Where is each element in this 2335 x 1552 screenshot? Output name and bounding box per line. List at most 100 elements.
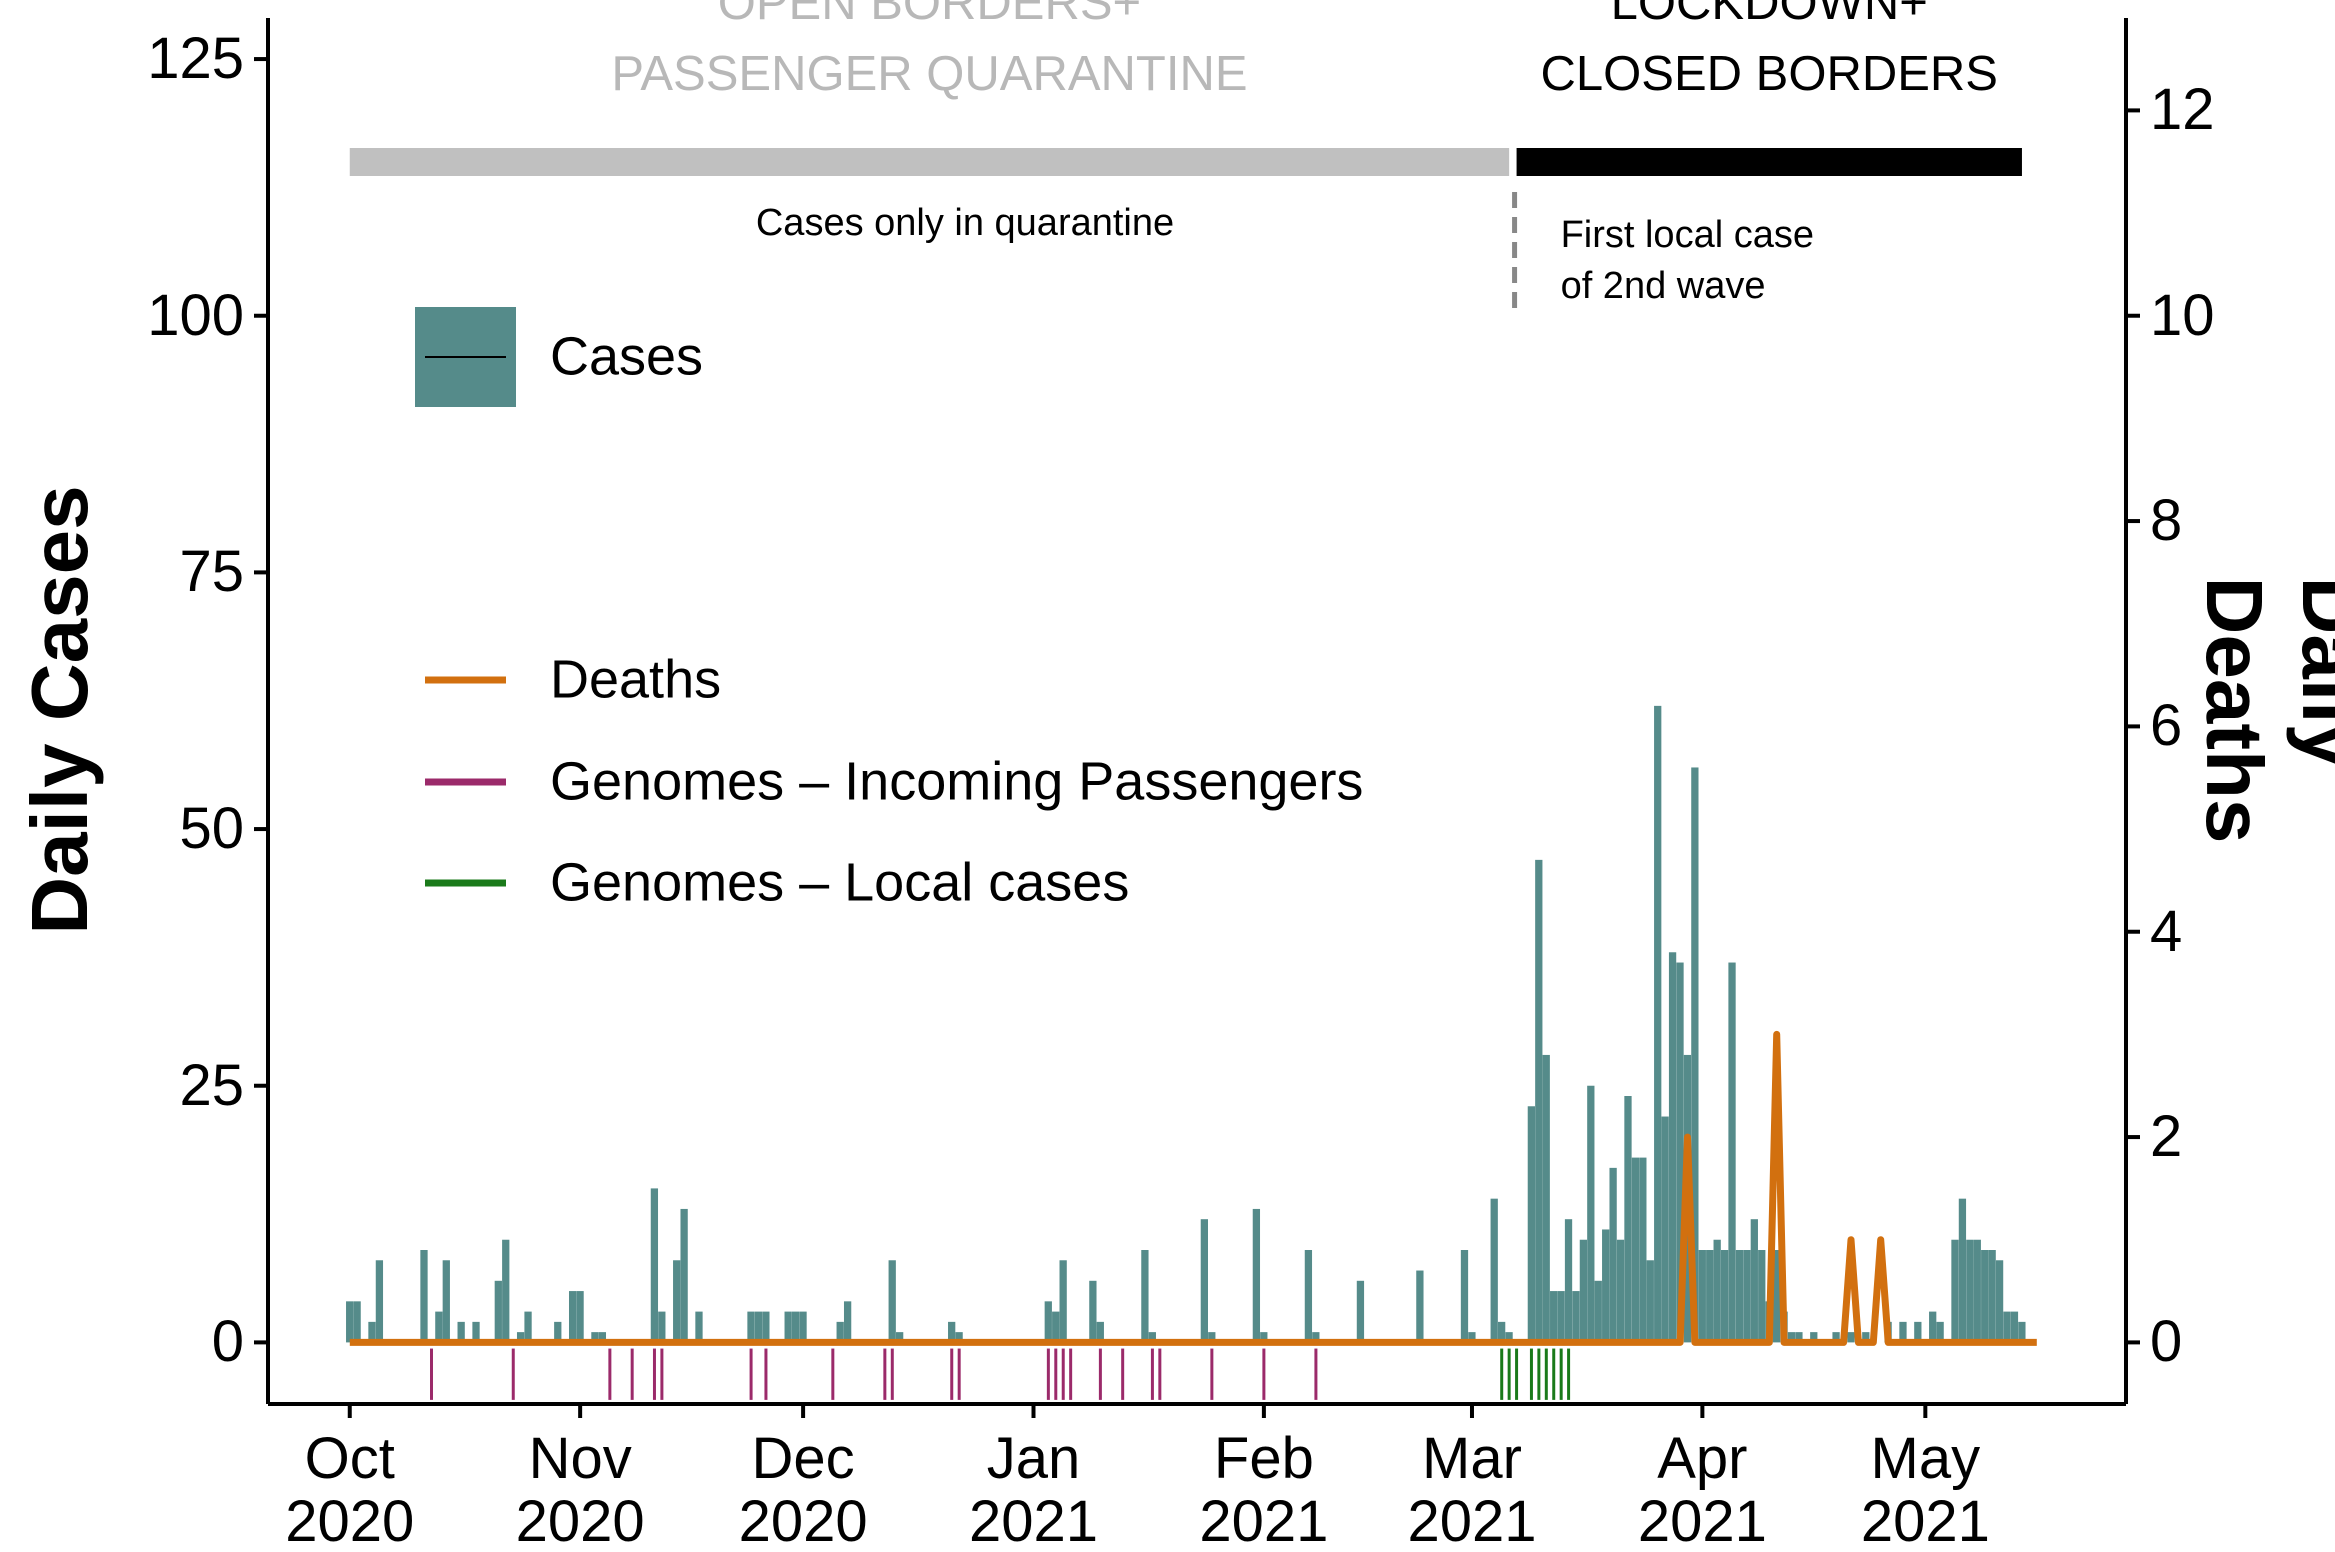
bar [1720,1250,1729,1343]
bar [1356,1280,1365,1343]
bar [888,1260,896,1343]
bar [791,1311,800,1343]
bar [1059,1260,1067,1343]
bar [1772,1250,1781,1343]
y2-tick-label: 6 [2150,693,2183,759]
x-tick-label: Mar 2021 [1407,1426,1537,1552]
legend-label: Genomes – Incoming Passengers [550,751,1364,812]
bar [1312,1332,1320,1343]
bar [1616,1239,1625,1343]
bar [435,1311,443,1343]
bar [1208,1332,1216,1343]
bar [1639,1157,1647,1343]
y-axis-title: Daily Cases [15,485,104,935]
bar [353,1301,361,1343]
bar [1044,1301,1052,1343]
bar [1148,1332,1156,1343]
bar [1713,1239,1721,1343]
x-tick-label: Apr 2021 [1637,1426,1767,1552]
x-tick-label: Oct 2020 [285,1426,415,1552]
bar [1958,1198,1967,1343]
bar [1750,1219,1758,1343]
bar [1951,1239,1959,1343]
bar [568,1291,577,1343]
period-bar [349,148,1510,176]
bar [1646,1260,1654,1343]
bar [1542,1054,1550,1343]
x-tick-label: Dec 2020 [738,1426,868,1552]
bar [1661,1116,1669,1343]
bar [1564,1219,1573,1343]
bar [650,1188,659,1343]
bar [1988,1250,1996,1343]
bar [1527,1106,1536,1343]
bar [695,1311,703,1343]
bar [658,1311,666,1343]
y-tick-label: 75 [179,539,244,605]
bar [375,1260,384,1343]
bar [1936,1321,1944,1343]
legend-label: Cases [550,326,704,387]
y-tick-label: 100 [147,282,244,348]
bar [1416,1270,1424,1343]
bar [799,1311,807,1343]
bar [1624,1096,1632,1343]
bar [1743,1250,1751,1343]
bar [1594,1280,1602,1343]
bar [1579,1239,1588,1343]
y2-tick-label: 4 [2150,898,2183,964]
bar [1572,1291,1580,1343]
bar [1698,1250,1706,1343]
y-tick-label: 125 [147,26,244,92]
period-bar [1516,148,2022,176]
line [349,1030,2037,1346]
bar [1847,1332,1855,1343]
bar [1995,1260,2004,1343]
bar [1260,1332,1268,1343]
bar [502,1239,510,1343]
bar [1728,962,1736,1343]
y-tick-label: 0 [211,1309,244,1375]
bar [1973,1239,1981,1343]
bar [1505,1332,1513,1343]
bar [1914,1321,1922,1343]
bar [1981,1250,1989,1343]
bar [1535,859,1543,1343]
bar [368,1321,376,1343]
period-label: LOCKDOWN+ CLOSED BORDERS [1540,0,1998,101]
bar [472,1321,480,1343]
bar [754,1311,763,1343]
bar [524,1311,532,1343]
annotation: Cases only in quarantine [755,202,1175,245]
annotation: First local case of 2nd wave [1560,214,1814,308]
y-tick-label: 50 [179,796,244,862]
bar [948,1321,956,1343]
bar [494,1280,502,1343]
bar [836,1321,844,1343]
bar [1602,1229,1610,1343]
bar [1052,1311,1060,1343]
period-label: OPEN BORDERS+ PASSENGER QUARANTINE [611,0,1248,101]
x-tick-label: Jan 2021 [968,1426,1098,1552]
x-tick-label: Nov 2020 [515,1426,645,1552]
bar [1966,1239,1974,1343]
y2-tick-label: 10 [2150,282,2215,348]
bar [420,1250,428,1343]
bar [1096,1321,1104,1343]
bar [1795,1332,1803,1343]
bar [1468,1332,1476,1343]
bar [1550,1291,1558,1343]
bar [843,1301,852,1343]
bar [1862,1332,1870,1343]
bar [1609,1167,1617,1343]
bar [673,1260,681,1343]
bar [2018,1321,2026,1343]
bar [1654,705,1662,1343]
bar [576,1291,584,1343]
bar [1200,1219,1208,1343]
bar [1735,1250,1744,1343]
bar [1787,1332,1796,1343]
y2-tick-label: 8 [2150,488,2183,554]
